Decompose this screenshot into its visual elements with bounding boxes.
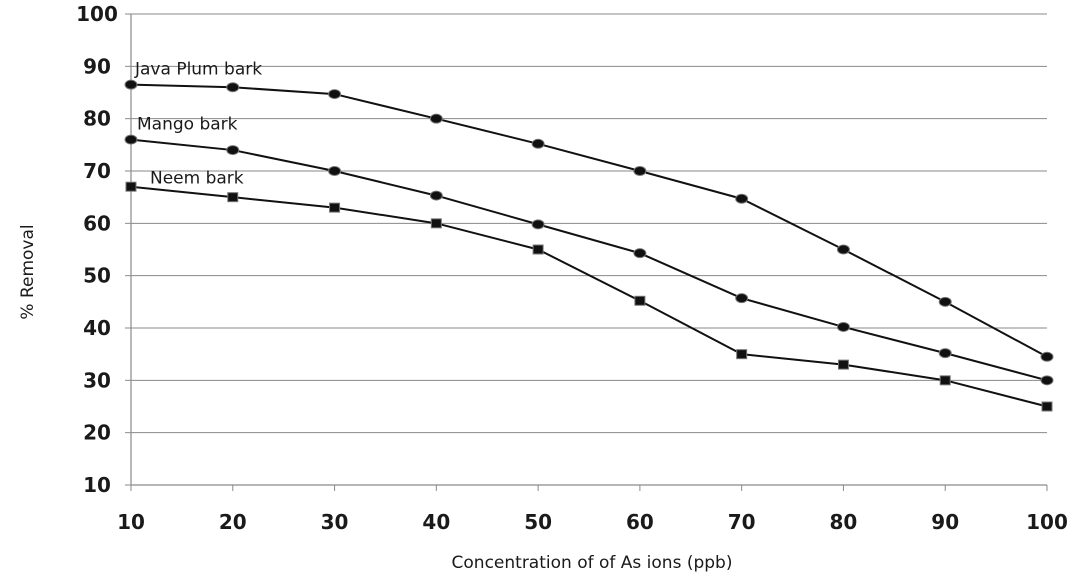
data-point — [328, 166, 342, 176]
data-point — [429, 113, 443, 124]
series-label: Neem bark — [150, 169, 244, 189]
x-tick-label: 10 — [117, 510, 145, 534]
x-tick-label: 90 — [931, 510, 959, 534]
data-point — [124, 134, 138, 145]
data-point — [226, 145, 240, 156]
data-point — [124, 79, 138, 90]
x-tick-label: 50 — [524, 510, 552, 534]
data-point — [938, 296, 952, 307]
data-point — [429, 190, 443, 201]
x-tick-label: 30 — [321, 510, 349, 534]
data-point — [227, 192, 239, 203]
data-point — [837, 359, 849, 370]
data-point — [836, 244, 850, 255]
y-axis-title: % Removal — [18, 224, 38, 319]
series-java-plum-bark — [124, 79, 1054, 362]
x-tick-label: 80 — [830, 510, 858, 534]
data-point — [836, 321, 850, 332]
series-label: Java Plum bark — [134, 60, 262, 80]
data-point — [531, 219, 545, 230]
x-tick-label: 60 — [626, 510, 654, 534]
y-tick-label: 60 — [83, 211, 111, 235]
y-tick-label: 100 — [76, 2, 118, 26]
data-point — [939, 375, 951, 386]
y-tick-label: 90 — [83, 54, 111, 78]
y-tick-label: 70 — [83, 159, 111, 183]
y-tick-label: 80 — [83, 107, 111, 131]
data-point — [532, 244, 544, 255]
data-point — [125, 181, 137, 192]
series-line — [130, 185, 1048, 408]
tick-labels: 10 20 30 40 50 60 70 80 90 100 10 20 30 40 50 60 70 80 90 1… — [76, 2, 1068, 534]
data-point — [226, 82, 240, 93]
data-point — [1041, 401, 1053, 412]
data-point — [531, 138, 545, 149]
data-point — [430, 218, 442, 229]
y-tick-label: 50 — [83, 264, 111, 288]
series-line — [130, 83, 1048, 358]
x-tick-label: 40 — [422, 510, 450, 534]
data-point — [328, 89, 342, 100]
y-tick-label: 10 — [83, 473, 111, 497]
y-tick-label: 20 — [83, 421, 111, 445]
data-point — [1040, 351, 1054, 362]
x-tick-label: 20 — [219, 510, 247, 534]
series-label: Mango bark — [137, 115, 238, 135]
series-neem-bark — [125, 181, 1053, 412]
gridlines — [131, 13, 1047, 434]
series-lines — [124, 79, 1054, 412]
data-point — [735, 293, 749, 304]
data-point — [938, 348, 952, 359]
axes — [125, 13, 1048, 491]
data-point — [736, 349, 748, 360]
data-point — [1040, 375, 1054, 386]
data-point — [634, 295, 646, 306]
y-tick-label: 40 — [83, 316, 111, 340]
data-point — [633, 248, 647, 259]
series-mango-bark — [124, 134, 1054, 386]
y-tick-label: 30 — [83, 368, 111, 392]
x-tick-label: 100 — [1026, 510, 1068, 534]
data-point — [329, 202, 341, 213]
series-line — [130, 138, 1048, 382]
x-tick-label: 70 — [728, 510, 756, 534]
x-axis-title: Concentration of of As ions (ppb) — [452, 553, 733, 573]
data-point — [633, 166, 647, 176]
data-point — [735, 193, 749, 204]
series-labels: Java Plum bark Mango bark Neem bark — [134, 60, 262, 189]
